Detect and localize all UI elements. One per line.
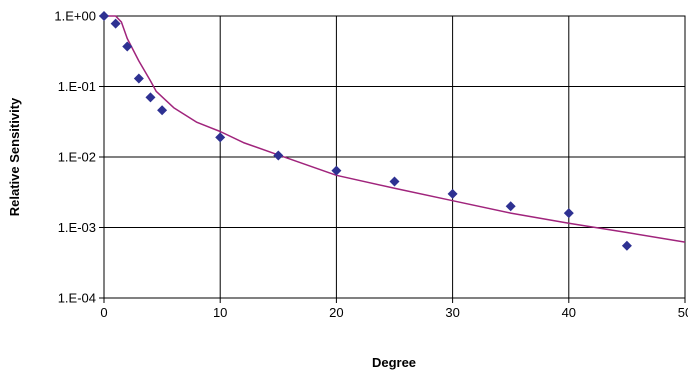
y-tick-label: 1.E-02	[58, 150, 96, 165]
grid	[103, 15, 686, 299]
x-tick-label: 40	[562, 305, 576, 320]
y-tick-label: 1.E+00	[54, 9, 96, 24]
data-point-diamond	[110, 18, 121, 29]
x-tick-label: 10	[213, 305, 227, 320]
data-point-diamond	[99, 11, 109, 21]
y-tick-label: 1.E-03	[58, 220, 96, 235]
data-point-diamond	[621, 240, 632, 251]
x-tick-label: 50	[678, 305, 688, 320]
data-point-diamond	[145, 92, 156, 103]
y-tick-label: 1.E-01	[58, 79, 96, 94]
data-point-diamond	[331, 165, 342, 176]
data-point-diamond	[447, 188, 458, 199]
data-point-diamond	[505, 201, 516, 212]
y-tick-label: 1.E-04	[58, 291, 96, 306]
data-point-diamond	[133, 73, 144, 84]
data-point-diamond	[563, 208, 574, 219]
data-point-diamond	[122, 41, 133, 52]
fit-curve-line	[104, 15, 686, 243]
data-point-diamond	[273, 150, 284, 161]
data-point-diamond	[157, 105, 168, 116]
x-axis-ticks: 0 10 20 30 40 50	[100, 298, 688, 320]
x-axis-title: Degree	[372, 355, 416, 370]
data-point-diamond	[215, 132, 226, 143]
x-tick-label: 20	[329, 305, 343, 320]
series-layer	[99, 11, 686, 251]
y-axis-title: Relative Sensitivity	[7, 97, 22, 216]
data-point-diamond	[389, 176, 400, 187]
x-tick-label: 0	[100, 305, 107, 320]
x-tick-label: 30	[445, 305, 459, 320]
y-axis-ticks: 1.E-04 1.E-03 1.E-02 1.E-01 1.E+00	[54, 9, 104, 306]
